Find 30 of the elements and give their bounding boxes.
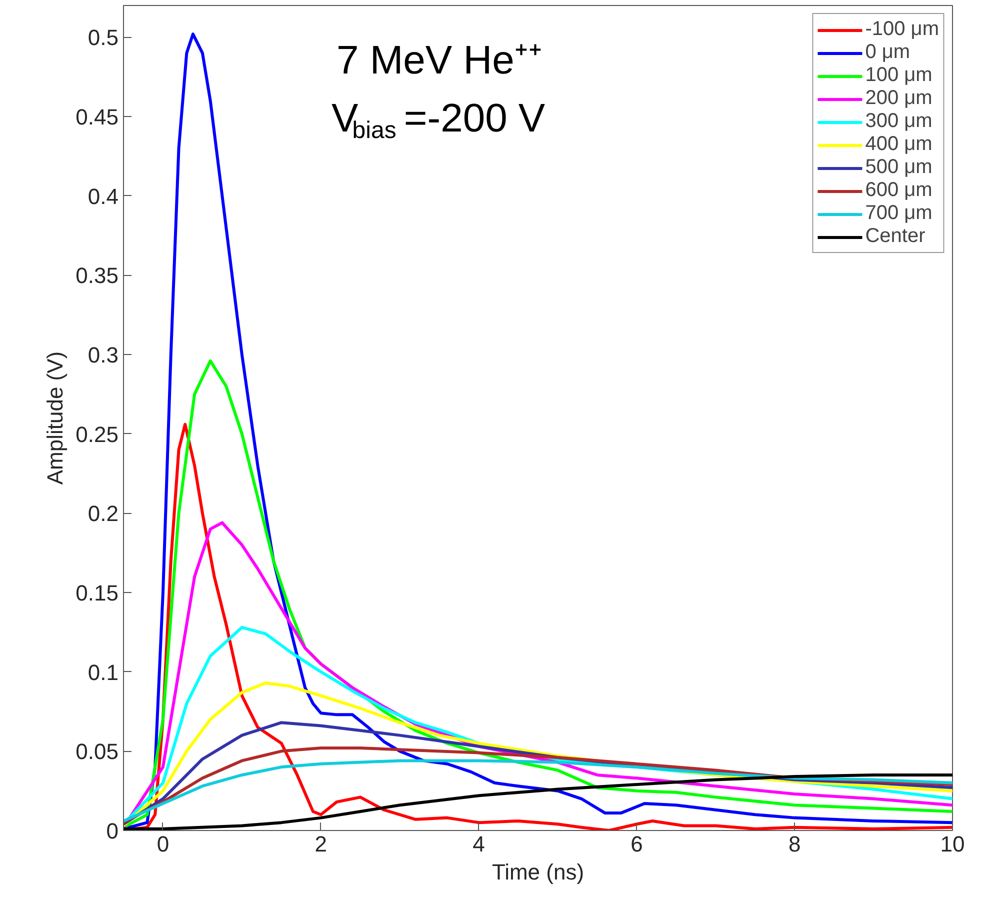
- legend-label: 700 μm: [865, 202, 932, 225]
- legend-label: 0 μm: [865, 41, 910, 64]
- x-axis-title: Time (ns): [492, 860, 584, 884]
- line-series: [124, 759, 952, 822]
- legend-label: 300 μm: [865, 110, 932, 133]
- y-tick-label: 0.35: [76, 263, 119, 288]
- x-tick-label: 8: [788, 832, 801, 856]
- y-tick-label: 0.15: [76, 580, 119, 606]
- y-tick-label: 0.5: [88, 25, 119, 50]
- legend-label: 400 μm: [865, 133, 932, 156]
- legend-label: Center: [865, 225, 926, 248]
- y-tick-label: 0.2: [88, 501, 119, 526]
- y-tick-label: 0.25: [76, 422, 119, 447]
- legend-label: 600 μm: [865, 179, 932, 202]
- x-tick-label: 0: [156, 832, 170, 856]
- legend-label: 200 μm: [865, 87, 932, 110]
- legend-label: 100 μm: [865, 64, 932, 87]
- annotation: 7 MeV He⁺⁺: [336, 38, 542, 82]
- legend-label: -100 μm: [865, 18, 939, 41]
- legend-label: 500 μm: [865, 156, 932, 179]
- x-tick-label: 6: [630, 832, 643, 856]
- y-tick-label: 0.45: [76, 104, 119, 130]
- y-tick-label: 0.3: [88, 342, 119, 368]
- x-tick-label: 10: [940, 832, 965, 856]
- y-tick-label: 0.4: [88, 184, 119, 209]
- x-tick-label: 2: [314, 832, 328, 856]
- y-tick-label: 0.1: [88, 660, 119, 685]
- x-tick-label: 4: [472, 832, 485, 856]
- y-tick-label: 0.05: [76, 739, 119, 764]
- y-axis-title: Amplitude (V): [42, 351, 68, 485]
